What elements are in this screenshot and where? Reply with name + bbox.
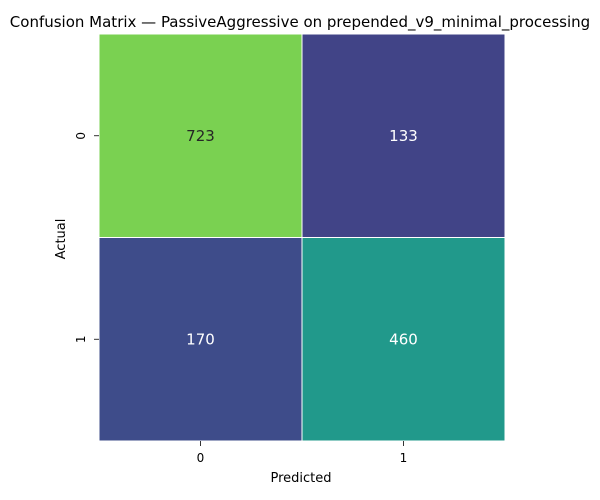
y-axis-ticks: 01 xyxy=(74,132,99,343)
heatmap-cell-1-0 xyxy=(98,237,303,442)
cell-value-label-0-1: 133 xyxy=(389,127,418,145)
chart-title: Confusion Matrix — PassiveAggressive on … xyxy=(10,13,590,32)
cell-value-label-1-1: 460 xyxy=(389,330,418,348)
cell-value-label-1-0: 170 xyxy=(186,330,215,348)
heatmap-cell-0-0 xyxy=(98,33,303,238)
y-tick-label-0: 0 xyxy=(74,132,88,140)
y-axis-label: Actual xyxy=(54,219,69,260)
x-axis-label: Predicted xyxy=(270,471,331,486)
heatmap-cells: 723 133 170 460 xyxy=(98,33,506,442)
y-tick-label-1: 1 xyxy=(74,335,88,343)
cell-value-label-0-0: 723 xyxy=(186,127,215,145)
x-tick-label-0: 0 xyxy=(197,451,205,465)
x-tick-label-1: 1 xyxy=(400,451,408,465)
heatmap-cell-0-1 xyxy=(301,33,506,238)
heatmap-cell-1-1 xyxy=(301,237,506,442)
